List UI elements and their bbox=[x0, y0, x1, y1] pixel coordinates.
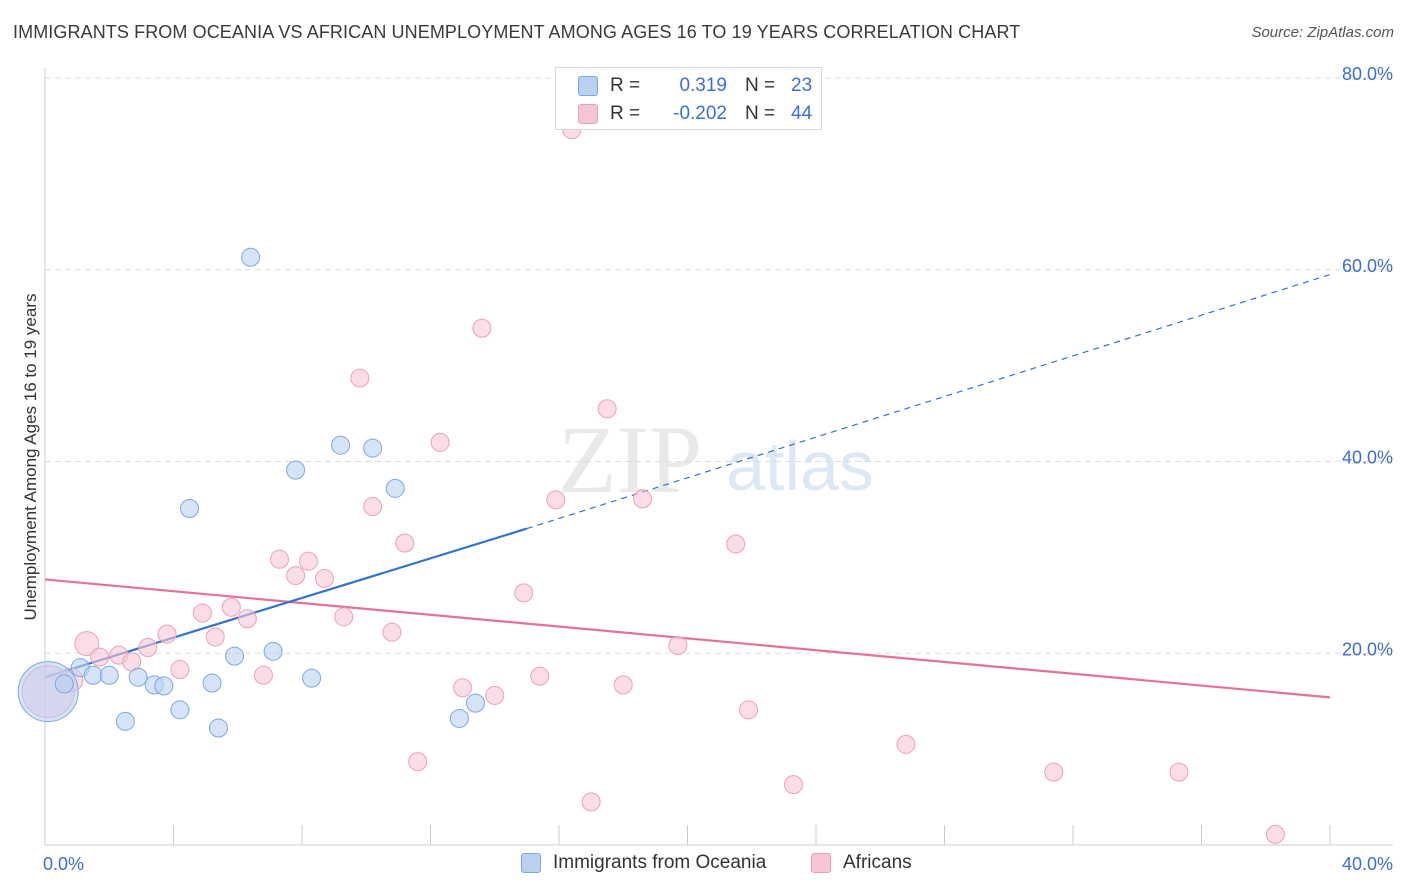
axis-layer bbox=[44, 68, 1393, 846]
y-axis-label: Unemployment Among Ages 16 to 19 years bbox=[21, 294, 40, 621]
point-oceania bbox=[286, 460, 306, 480]
stats-row-blue: R = 0.319 N = 23 bbox=[578, 72, 812, 100]
point-oceania bbox=[263, 641, 283, 661]
point-oceania bbox=[180, 498, 200, 518]
point-africans bbox=[286, 566, 306, 586]
point-africans bbox=[270, 549, 290, 569]
point-africans bbox=[485, 685, 505, 705]
point-africans bbox=[170, 660, 190, 680]
n-label: N = bbox=[745, 103, 776, 124]
watermark-atlas: atlas bbox=[726, 427, 874, 505]
point-oceania bbox=[128, 667, 148, 687]
point-africans bbox=[138, 637, 158, 657]
trend-line-oceania-extension bbox=[526, 273, 1331, 530]
legend-label-blue: Immigrants from Oceania bbox=[553, 852, 767, 873]
stats-legend-box: R = 0.319 N = 23 R = -0.202 N = 44 bbox=[555, 67, 822, 130]
point-oceania bbox=[83, 665, 103, 685]
point-oceania bbox=[225, 646, 245, 666]
pink-swatch bbox=[578, 104, 598, 124]
grid-layer bbox=[45, 77, 1393, 654]
point-oceania bbox=[385, 478, 405, 498]
point-africans bbox=[896, 734, 916, 754]
legend-label-pink: Africans bbox=[843, 852, 912, 873]
r-label: R = bbox=[610, 75, 641, 96]
point-africans bbox=[408, 752, 428, 772]
source-label: Source: ZipAtlas.com bbox=[1251, 24, 1394, 41]
point-africans bbox=[334, 607, 354, 627]
point-africans bbox=[739, 700, 759, 720]
y-tick-label: 60.0% bbox=[1342, 256, 1393, 276]
legend-swatch-blue bbox=[521, 853, 541, 873]
legend-item-blue[interactable]: Immigrants from Oceania bbox=[521, 852, 766, 874]
point-oceania bbox=[302, 668, 322, 688]
tick-label-layer: 20.0% 40.0% 60.0% 80.0% 0.0% 40.0% bbox=[43, 64, 1393, 874]
point-oceania bbox=[449, 708, 469, 728]
point-africans bbox=[726, 534, 746, 554]
point-africans bbox=[298, 551, 318, 571]
point-africans bbox=[1044, 762, 1064, 782]
point-africans bbox=[668, 636, 688, 656]
point-africans bbox=[597, 399, 617, 419]
r-value: -0.202 bbox=[673, 103, 727, 124]
trend-line-africans bbox=[44, 578, 1331, 699]
points-layer bbox=[17, 120, 1285, 844]
point-africans bbox=[514, 583, 534, 603]
point-africans bbox=[633, 489, 653, 509]
x-tick-label: 0.0% bbox=[43, 854, 84, 874]
point-oceania bbox=[154, 676, 174, 696]
n-label: N = bbox=[745, 75, 776, 96]
point-africans bbox=[546, 490, 566, 510]
point-africans bbox=[472, 318, 492, 338]
y-tick-label: 80.0% bbox=[1342, 64, 1393, 84]
point-africans bbox=[350, 368, 370, 388]
point-africans bbox=[581, 792, 601, 812]
point-oceania bbox=[208, 718, 228, 738]
point-africans bbox=[530, 666, 550, 686]
point-africans bbox=[784, 775, 804, 795]
legend-item-pink[interactable]: Africans bbox=[811, 852, 912, 874]
point-africans bbox=[90, 647, 110, 667]
point-africans bbox=[192, 603, 212, 623]
point-africans bbox=[253, 665, 273, 685]
y-tick-label: 20.0% bbox=[1342, 639, 1393, 659]
chart-title: IMMIGRANTS FROM OCEANIA VS AFRICAN UNEMP… bbox=[13, 22, 1021, 42]
point-oceania bbox=[465, 693, 485, 713]
point-oceania bbox=[99, 665, 119, 685]
point-africans bbox=[314, 568, 334, 588]
point-oceania bbox=[331, 435, 351, 455]
point-africans bbox=[363, 497, 383, 517]
point-africans bbox=[613, 675, 633, 695]
point-africans bbox=[1169, 762, 1189, 782]
stats-row-pink: R = -0.202 N = 44 bbox=[578, 100, 812, 128]
point-oceania bbox=[363, 438, 383, 458]
y-tick-label: 40.0% bbox=[1342, 448, 1393, 468]
point-africans bbox=[430, 432, 450, 452]
point-oceania bbox=[115, 711, 135, 731]
point-africans bbox=[382, 622, 402, 642]
point-oceania bbox=[170, 700, 190, 720]
point-africans bbox=[221, 597, 241, 617]
r-label: R = bbox=[610, 103, 641, 124]
point-africans bbox=[157, 624, 177, 644]
point-africans bbox=[237, 609, 257, 629]
point-oceania bbox=[241, 247, 261, 267]
legend-swatch-pink bbox=[811, 853, 831, 873]
x-tick-label: 40.0% bbox=[1342, 854, 1393, 874]
point-africans bbox=[453, 678, 473, 698]
point-africans bbox=[205, 627, 225, 647]
r-value: 0.319 bbox=[679, 75, 727, 96]
blue-swatch bbox=[578, 76, 598, 96]
point-africans bbox=[74, 631, 100, 657]
point-oceania bbox=[54, 674, 74, 694]
watermark-zip: ZIP bbox=[558, 406, 702, 513]
point-oceania bbox=[202, 673, 222, 693]
n-value: 23 bbox=[791, 75, 813, 96]
point-africans bbox=[395, 533, 415, 553]
point-africans bbox=[1265, 824, 1285, 844]
n-value: 44 bbox=[791, 103, 813, 124]
